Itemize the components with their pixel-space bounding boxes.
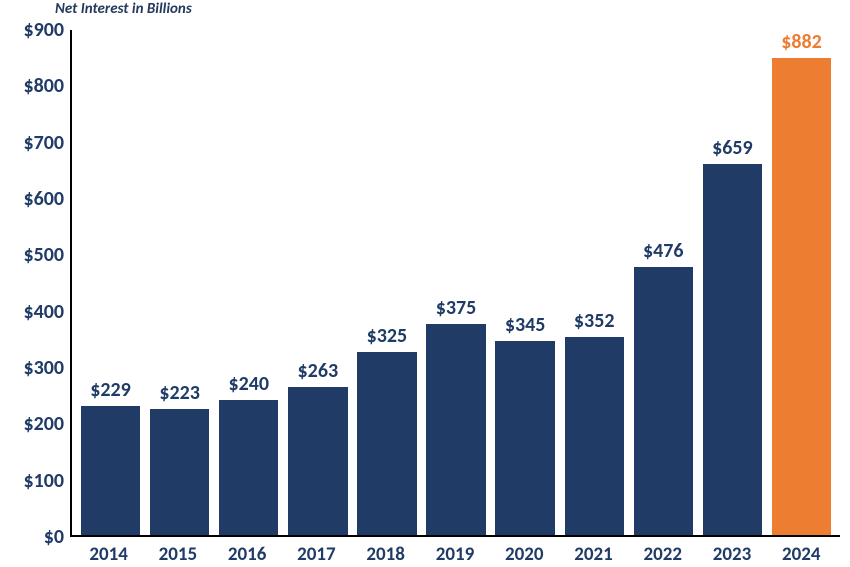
bar-column: $375 (421, 30, 490, 535)
bar-value-label: $345 (505, 313, 546, 337)
y-tick-label: $800 (23, 74, 64, 98)
x-tick-label: 2015 (143, 539, 212, 567)
net-interest-bar-chart: Net Interest in Billions $0$100$200$300$… (0, 0, 850, 567)
bar-value-label: $476 (643, 239, 684, 263)
bar-column: $476 (629, 30, 698, 535)
bar-value-label: $240 (228, 372, 269, 396)
x-tick-label: 2022 (628, 539, 697, 567)
bar-column: $659 (698, 30, 767, 535)
x-tick-label: 2020 (490, 539, 559, 567)
bar-rect (772, 58, 831, 535)
bar-rect (357, 352, 416, 535)
y-tick-label: $400 (23, 300, 64, 324)
bar-rect (288, 387, 347, 535)
bar-column: $882 (767, 30, 836, 535)
y-tick-label: $200 (23, 412, 64, 436)
chart-subtitle: Net Interest in Billions (55, 0, 192, 18)
bar-column: $325 (352, 30, 421, 535)
x-tick-label: 2019 (420, 539, 489, 567)
bar-column: $229 (76, 30, 145, 535)
bar-rect (703, 164, 762, 535)
bar-rect (634, 267, 693, 535)
y-axis: $0$100$200$300$400$500$600$700$800$900 (2, 30, 72, 537)
y-tick-label: $500 (23, 243, 64, 267)
bar-value-label: $375 (436, 296, 477, 320)
bar-rect (150, 409, 209, 535)
bar-value-label: $223 (159, 381, 200, 405)
x-tick-label: 2014 (74, 539, 143, 567)
x-tick-label: 2023 (697, 539, 766, 567)
x-tick-label: 2016 (213, 539, 282, 567)
bar-value-label: $659 (712, 136, 753, 160)
y-tick-label: $300 (23, 356, 64, 380)
y-tick-label: $900 (23, 18, 64, 42)
bar-rect (495, 341, 554, 535)
x-tick-label: 2024 (767, 539, 836, 567)
plot-area: $0$100$200$300$400$500$600$700$800$900 $… (70, 30, 840, 537)
bar-rect (565, 337, 624, 535)
bar-rect (219, 400, 278, 535)
x-tick-label: 2018 (351, 539, 420, 567)
bar-value-label: $325 (367, 324, 408, 348)
bar-rect (426, 324, 485, 535)
bar-value-label: $229 (90, 378, 131, 402)
y-tick-label: $0 (44, 525, 64, 549)
bar-column: $240 (214, 30, 283, 535)
bars-container: $229 $223 $240 $263 $325 $375 $345 $352 $476 $659… (72, 30, 840, 535)
bar-column: $223 (145, 30, 214, 535)
bar-value-label: $352 (574, 309, 615, 333)
y-tick-label: $700 (23, 131, 64, 155)
y-tick-label: $100 (23, 469, 64, 493)
bar-column: $263 (283, 30, 352, 535)
x-axis-labels: 2014201520162017201820192020202120222023… (70, 539, 840, 567)
y-tick-label: $600 (23, 187, 64, 211)
bar-value-label: $263 (298, 359, 339, 383)
x-tick-label: 2021 (559, 539, 628, 567)
bar-rect (81, 406, 140, 535)
bar-column: $345 (491, 30, 560, 535)
bar-column: $352 (560, 30, 629, 535)
x-tick-label: 2017 (282, 539, 351, 567)
bar-value-label: $882 (781, 30, 822, 54)
